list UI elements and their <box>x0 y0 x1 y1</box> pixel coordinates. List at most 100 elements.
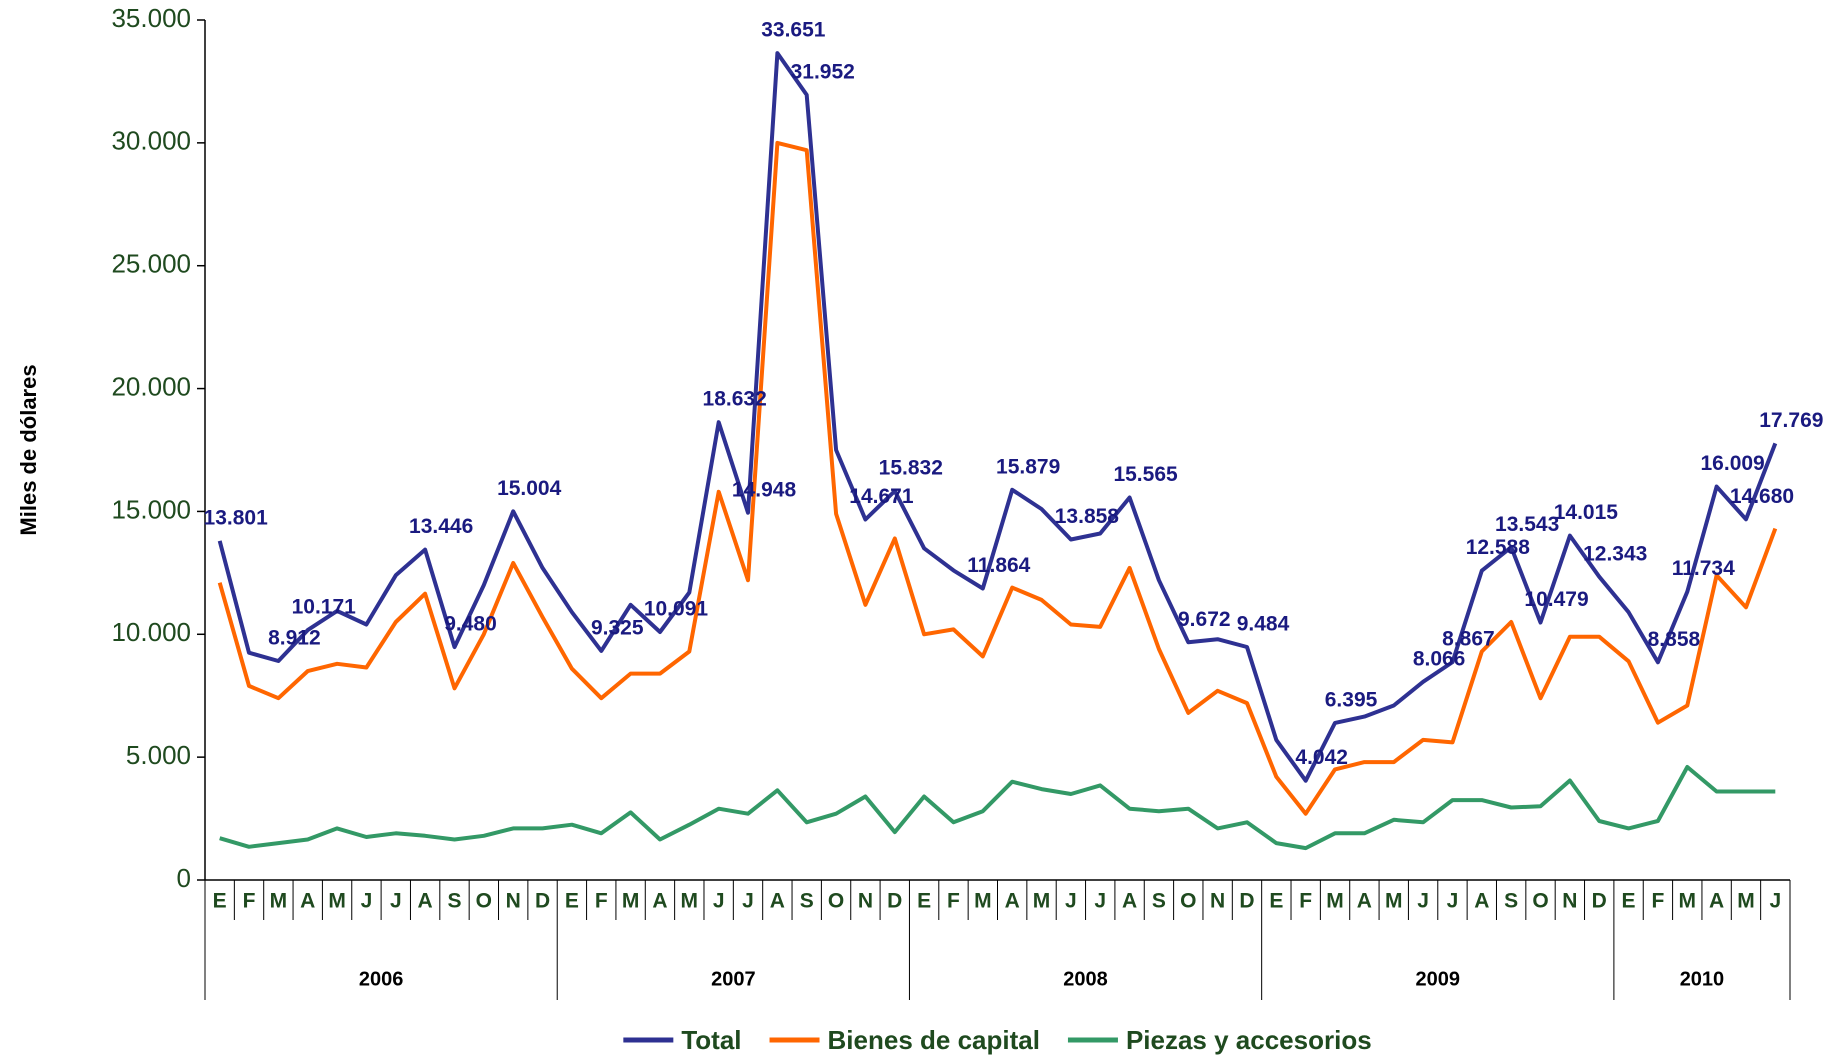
y-tick-label: 30.000 <box>111 126 191 156</box>
data-label: 8.912 <box>268 627 321 650</box>
x-tick-label: M <box>1326 890 1344 913</box>
data-label: 12.343 <box>1583 542 1647 565</box>
x-tick-label: J <box>1447 890 1459 913</box>
data-label: 10.479 <box>1524 588 1588 611</box>
y-axis-label: Miles de dólares <box>16 364 41 535</box>
x-tick-label: D <box>1239 890 1254 913</box>
x-tick-label: J <box>1769 890 1781 913</box>
x-tick-label: A <box>652 890 667 913</box>
x-tick-label: F <box>947 890 960 913</box>
x-tick-label: E <box>213 890 227 913</box>
x-tick-label: F <box>1299 890 1312 913</box>
x-tick-label: A <box>1709 890 1724 913</box>
year-label: 2008 <box>1063 968 1108 990</box>
year-label: 2007 <box>711 968 756 990</box>
y-tick-label: 15.000 <box>111 494 191 524</box>
x-tick-label: D <box>1592 890 1607 913</box>
x-tick-label: J <box>361 890 373 913</box>
x-tick-label: S <box>447 890 461 913</box>
x-tick-label: M <box>1385 890 1403 913</box>
legend-label: Total <box>681 1025 741 1055</box>
x-tick-label: D <box>535 890 550 913</box>
data-label: 8.867 <box>1442 628 1495 651</box>
x-tick-label: J <box>1417 890 1429 913</box>
data-label: 31.952 <box>791 60 855 83</box>
y-tick-label: 5.000 <box>126 740 191 770</box>
x-tick-label: F <box>243 890 256 913</box>
x-tick-label: F <box>595 890 608 913</box>
data-label: 11.734 <box>1672 557 1735 580</box>
data-label: 9.325 <box>591 616 644 639</box>
data-label: 9.672 <box>1178 608 1231 631</box>
data-label: 9.484 <box>1237 613 1290 636</box>
data-label: 10.091 <box>644 598 709 621</box>
x-tick-label: O <box>476 890 492 913</box>
x-tick-label: J <box>1065 890 1077 913</box>
x-tick-label: M <box>681 890 699 913</box>
x-tick-label: N <box>506 890 521 913</box>
x-tick-label: A <box>770 890 785 913</box>
data-label: 8.066 <box>1413 647 1466 670</box>
x-tick-label: D <box>887 890 902 913</box>
x-tick-label: M <box>1737 890 1755 913</box>
x-tick-label: J <box>742 890 754 913</box>
data-label: 15.879 <box>996 455 1060 478</box>
year-label: 2010 <box>1680 968 1725 990</box>
legend-label: Piezas y accesorios <box>1126 1025 1372 1055</box>
data-label: 11.864 <box>967 554 1030 577</box>
x-tick-label: E <box>565 890 579 913</box>
data-label: 13.446 <box>409 515 473 538</box>
data-label: 17.769 <box>1759 409 1823 432</box>
series-line <box>217 140 1778 816</box>
x-tick-label: O <box>1532 890 1548 913</box>
y-tick-label: 35.000 <box>111 3 191 33</box>
x-tick-label: O <box>1180 890 1196 913</box>
data-label: 10.171 <box>292 596 357 619</box>
data-label: 13.801 <box>204 506 269 529</box>
data-label: 15.004 <box>497 477 562 500</box>
x-tick-label: S <box>1152 890 1166 913</box>
data-label: 33.651 <box>761 19 826 42</box>
x-tick-label: M <box>1033 890 1051 913</box>
x-tick-label: A <box>300 890 315 913</box>
data-label: 14.948 <box>732 478 797 501</box>
x-tick-label: N <box>1562 890 1577 913</box>
x-tick-label: N <box>1210 890 1225 913</box>
data-label: 14.671 <box>849 485 914 508</box>
x-tick-label: A <box>1122 890 1137 913</box>
x-tick-label: M <box>1679 890 1697 913</box>
x-tick-label: M <box>328 890 346 913</box>
x-tick-label: F <box>1652 890 1665 913</box>
y-tick-label: 10.000 <box>111 617 191 647</box>
x-tick-label: M <box>622 890 640 913</box>
x-tick-label: S <box>800 890 814 913</box>
x-tick-label: A <box>1474 890 1489 913</box>
x-tick-label: J <box>390 890 402 913</box>
legend-label: Bienes de capital <box>828 1025 1040 1055</box>
data-label: 9.480 <box>444 613 497 636</box>
y-tick-label: 25.000 <box>111 249 191 279</box>
data-label: 13.543 <box>1495 513 1559 536</box>
data-label: 8.858 <box>1648 628 1701 651</box>
data-label: 14.680 <box>1730 485 1794 508</box>
x-tick-label: A <box>1357 890 1372 913</box>
x-tick-label: M <box>270 890 288 913</box>
x-tick-label: S <box>1504 890 1518 913</box>
series-line <box>217 51 1778 783</box>
x-tick-label: O <box>828 890 844 913</box>
data-label: 4.042 <box>1295 746 1348 769</box>
x-tick-label: N <box>858 890 873 913</box>
x-tick-label: E <box>1622 890 1636 913</box>
x-tick-label: E <box>917 890 931 913</box>
year-label: 2009 <box>1416 968 1461 990</box>
y-tick-label: 0 <box>177 863 191 893</box>
data-label: 18.632 <box>703 388 767 411</box>
x-tick-label: J <box>713 890 725 913</box>
series-line <box>219 765 1776 851</box>
data-label: 12.588 <box>1466 536 1531 559</box>
x-tick-label: A <box>418 890 433 913</box>
year-label: 2006 <box>359 968 404 990</box>
data-label: 16.009 <box>1701 452 1765 475</box>
data-label: 13.858 <box>1055 505 1120 528</box>
